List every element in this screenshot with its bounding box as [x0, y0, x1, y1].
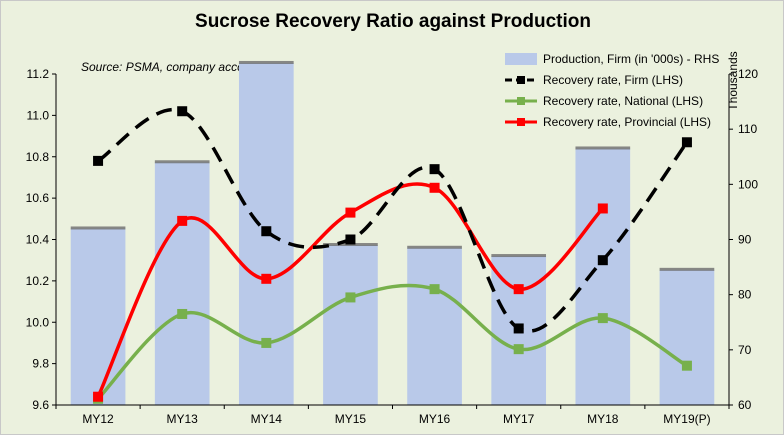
series-marker — [597, 313, 608, 324]
legend-marker — [517, 118, 525, 126]
right-axis-unit: Thousands — [726, 51, 740, 110]
axes-layer: 9.6 9.8 10.0 10.2 10.4 10.6 10.8 11.0 11.2 60 70 80… — [26, 67, 759, 426]
production-bar-cap — [575, 146, 631, 150]
bars-layer — [70, 60, 715, 405]
series-marker — [177, 106, 188, 117]
series-marker — [345, 292, 356, 303]
x-tick-label: MY13 — [167, 412, 199, 426]
series-line — [97, 107, 689, 333]
legend-label: Production, Firm (in '000s) - RHS — [543, 52, 719, 66]
lines-layer — [93, 106, 692, 404]
series-marker — [93, 391, 104, 402]
production-bar — [323, 245, 378, 405]
left-tick-label: 11.2 — [27, 67, 50, 81]
legend-label: Recovery rate, National (LHS) — [543, 94, 703, 108]
production-bar — [154, 162, 210, 405]
series-marker — [429, 182, 440, 193]
right-tick-label: 110 — [738, 122, 757, 136]
left-tick-label: 9.8 — [32, 357, 49, 371]
right-tick-label: 60 — [738, 398, 752, 412]
series-marker — [177, 215, 188, 226]
legend-label: Recovery rate, Firm (LHS) — [543, 73, 683, 87]
production-bar-cap — [238, 60, 294, 64]
production-bar-cap — [323, 243, 378, 247]
production-bar-cap — [659, 267, 715, 271]
x-tick-label: MY15 — [335, 412, 367, 426]
series-marker — [429, 284, 440, 295]
production-bar — [575, 148, 631, 405]
chart-title: Sucrose Recovery Ratio against Productio… — [195, 11, 591, 32]
legend-swatch — [505, 53, 537, 65]
series-marker — [261, 226, 272, 237]
production-bar-cap — [70, 226, 126, 230]
production-bar-cap — [154, 160, 210, 164]
series-marker — [681, 360, 692, 371]
x-tick-label: MY16 — [419, 412, 451, 426]
legend: Production, Firm (in '000s) - RHS Recover… — [505, 52, 719, 129]
series-marker — [93, 155, 104, 166]
left-tick-label: 11.0 — [27, 108, 50, 122]
series-marker — [345, 207, 356, 218]
legend-label: Recovery rate, Provincial (LHS) — [543, 115, 711, 129]
x-tick-label: MY19(P) — [663, 412, 710, 426]
legend-marker — [517, 76, 525, 84]
left-tick-label: 9.6 — [32, 398, 49, 412]
x-tick-label: MY17 — [503, 412, 535, 426]
series-marker — [513, 323, 524, 334]
left-tick-label: 10.8 — [26, 150, 50, 164]
right-tick-label: 120 — [738, 67, 758, 81]
series-marker — [597, 255, 608, 266]
source-note: Source: PSMA, company accounts — [81, 60, 266, 74]
left-tick-label: 10.0 — [26, 315, 50, 329]
production-bar — [407, 247, 462, 405]
production-bar-cap — [407, 245, 462, 249]
left-tick-label: 10.2 — [26, 274, 50, 288]
series-marker — [429, 164, 440, 175]
series-marker — [513, 284, 524, 295]
x-tick-label: MY12 — [82, 412, 114, 426]
right-tick-label: 70 — [738, 343, 752, 357]
series-marker — [597, 203, 608, 214]
x-tick-label: MY18 — [587, 412, 619, 426]
right-tick-label: 90 — [738, 233, 752, 247]
left-tick-label: 10.6 — [26, 191, 50, 205]
right-tick-label: 100 — [738, 177, 758, 191]
series-marker — [345, 234, 356, 245]
legend-marker — [517, 97, 525, 105]
production-bar-cap — [491, 254, 547, 258]
series-marker — [513, 344, 524, 355]
right-tick-label: 80 — [738, 288, 752, 302]
production-bar — [659, 269, 715, 405]
series-marker — [261, 273, 272, 284]
series-marker — [681, 137, 692, 148]
left-tick-label: 10.4 — [26, 233, 50, 247]
series-marker — [177, 308, 188, 319]
x-tick-label: MY14 — [251, 412, 283, 426]
series-marker — [261, 337, 272, 348]
